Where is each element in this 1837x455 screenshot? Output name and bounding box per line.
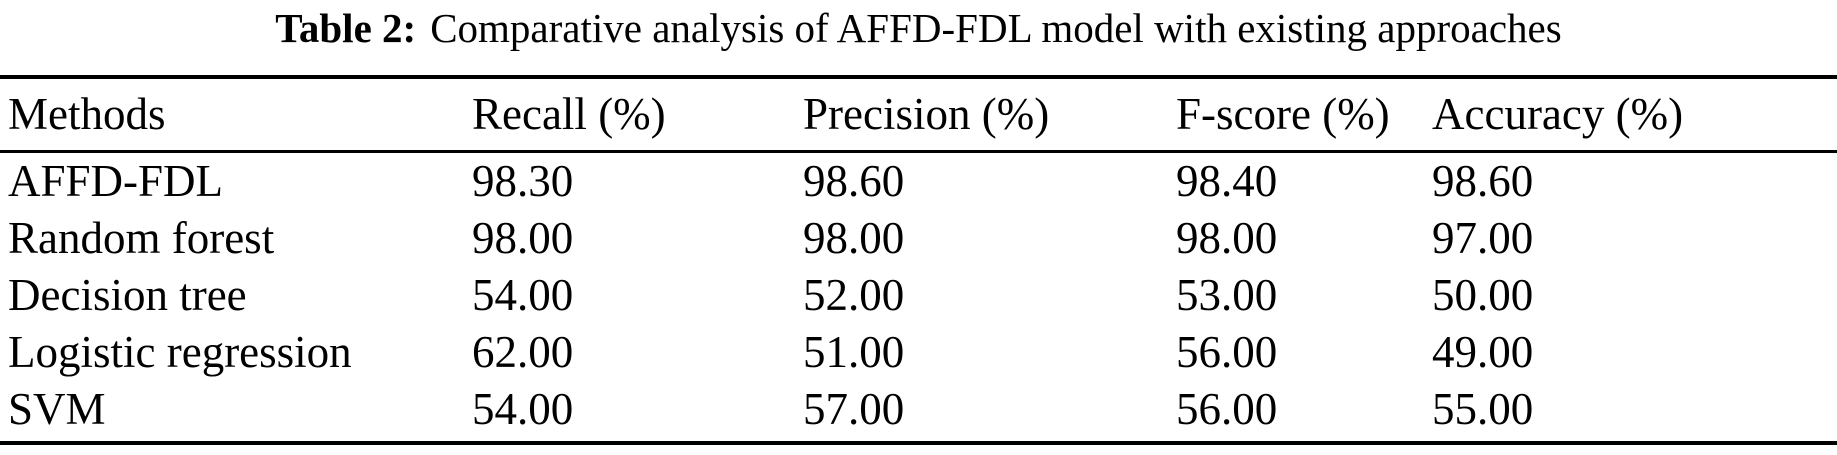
column-header-fscore: F-score (%) — [1176, 89, 1390, 139]
accuracy-cell: 98.60 — [1432, 156, 1534, 206]
column-header-precision: Precision (%) — [803, 89, 1050, 139]
table-row: Decision tree 54.00 52.00 53.00 50.00 — [0, 267, 1837, 324]
table-caption-text: Comparative analysis of AFFD-FDL model w… — [430, 5, 1562, 51]
table-body: AFFD-FDL 98.30 98.60 98.40 98.60 Random … — [0, 153, 1837, 438]
column-header-accuracy: Accuracy (%) — [1432, 89, 1684, 139]
table-header-row: Methods Recall (%) Precision (%) F-score… — [0, 79, 1837, 150]
table-caption-label: Table 2: — [275, 5, 417, 51]
table-bottom-rule — [0, 441, 1837, 445]
method-cell: Decision tree — [8, 270, 247, 320]
table-top-rule — [0, 75, 1837, 79]
precision-cell: 51.00 — [803, 327, 905, 377]
recall-cell: 54.00 — [472, 270, 574, 320]
recall-cell: 62.00 — [472, 327, 574, 377]
recall-cell: 54.00 — [472, 384, 574, 434]
accuracy-cell: 50.00 — [1432, 270, 1534, 320]
accuracy-cell: 97.00 — [1432, 213, 1534, 263]
column-header-methods: Methods — [8, 89, 166, 139]
fscore-cell: 56.00 — [1176, 384, 1278, 434]
method-cell: AFFD-FDL — [8, 156, 224, 206]
precision-cell: 52.00 — [803, 270, 905, 320]
fscore-cell: 56.00 — [1176, 327, 1278, 377]
accuracy-cell: 49.00 — [1432, 327, 1534, 377]
fscore-cell: 98.40 — [1176, 156, 1278, 206]
precision-cell: 98.00 — [803, 213, 905, 263]
table-row: SVM 54.00 57.00 56.00 55.00 — [0, 381, 1837, 438]
method-cell: Logistic regression — [8, 327, 352, 377]
method-cell: SVM — [8, 384, 106, 434]
accuracy-cell: 55.00 — [1432, 384, 1534, 434]
precision-cell: 57.00 — [803, 384, 905, 434]
recall-cell: 98.30 — [472, 156, 574, 206]
table-row: Random forest 98.00 98.00 98.00 97.00 — [0, 210, 1837, 267]
column-header-recall: Recall (%) — [472, 89, 666, 139]
table-row: AFFD-FDL 98.30 98.60 98.40 98.60 — [0, 153, 1837, 210]
recall-cell: 98.00 — [472, 213, 574, 263]
table-row: Logistic regression 62.00 51.00 56.00 49… — [0, 324, 1837, 381]
fscore-cell: 98.00 — [1176, 213, 1278, 263]
method-cell: Random forest — [8, 213, 275, 263]
fscore-cell: 53.00 — [1176, 270, 1278, 320]
table-header-separator-rule — [0, 150, 1837, 153]
table-caption: Table 2: Comparative analysis of AFFD-FDL… — [0, 0, 1837, 56]
precision-cell: 98.60 — [803, 156, 905, 206]
